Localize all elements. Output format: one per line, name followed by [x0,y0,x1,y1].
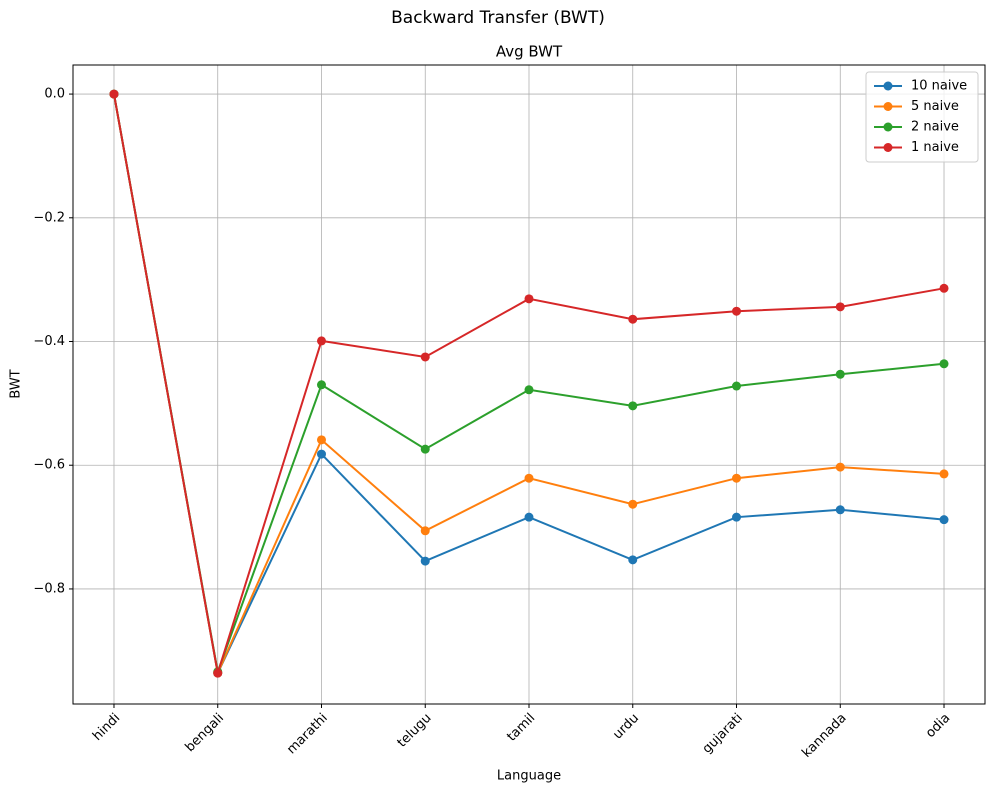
y-tick-label: −0.4 [33,334,65,349]
legend-marker [883,143,893,152]
marker [835,369,845,379]
chart-title: Avg BWT [496,43,563,61]
marker [524,385,534,395]
y-tick-label: 0.0 [44,87,65,102]
marker [835,505,845,515]
marker [420,556,430,566]
legend-marker [883,81,893,91]
x-tick-label: gujarati [700,711,746,757]
suptitle: Backward Transfer (BWT) [391,8,605,28]
marker [628,555,638,565]
legend-marker [883,102,893,111]
x-tick-label: bengali [183,711,228,756]
marker [628,499,638,509]
marker [939,359,949,369]
marker [628,314,638,324]
y-axis-label: BWT [9,369,24,398]
legend-box [865,71,979,163]
marker [939,283,949,293]
legend-label: 1 naive [911,140,959,155]
legend-label: 2 naive [911,120,959,135]
x-tick-label: hindi [90,711,123,744]
marker [420,352,430,362]
marker [420,444,430,454]
marker [213,668,223,678]
marker [316,336,326,346]
plot-frame [72,64,986,705]
x-tick-label: telugu [395,711,435,751]
marker [524,473,534,483]
legend-label: 10 naive [911,79,967,94]
marker [835,462,845,472]
marker [524,512,534,522]
x-tick-label: kannada [799,711,849,761]
marker [316,449,326,459]
marker [732,512,742,522]
marker [524,294,534,304]
marker [732,473,742,483]
x-tick-label: marathi [284,711,331,758]
legend-label: 5 naive [911,99,959,114]
legend-marker [883,122,893,132]
marker [316,380,326,390]
marker [316,435,326,445]
marker [939,515,949,525]
y-tick-label: −0.2 [33,210,65,225]
x-tick-label: tamil [504,711,538,745]
marker [732,306,742,316]
marker [939,469,949,479]
marker [732,381,742,391]
x-tick-label: urdu [610,711,642,743]
y-tick-label: −0.6 [33,458,65,473]
y-tick-label: −0.8 [33,581,65,596]
x-axis-label: Language [497,769,561,784]
marker [835,302,845,312]
x-tick-label: odia [923,711,953,741]
marker [628,401,638,411]
marker [109,89,119,99]
marker [420,526,430,536]
